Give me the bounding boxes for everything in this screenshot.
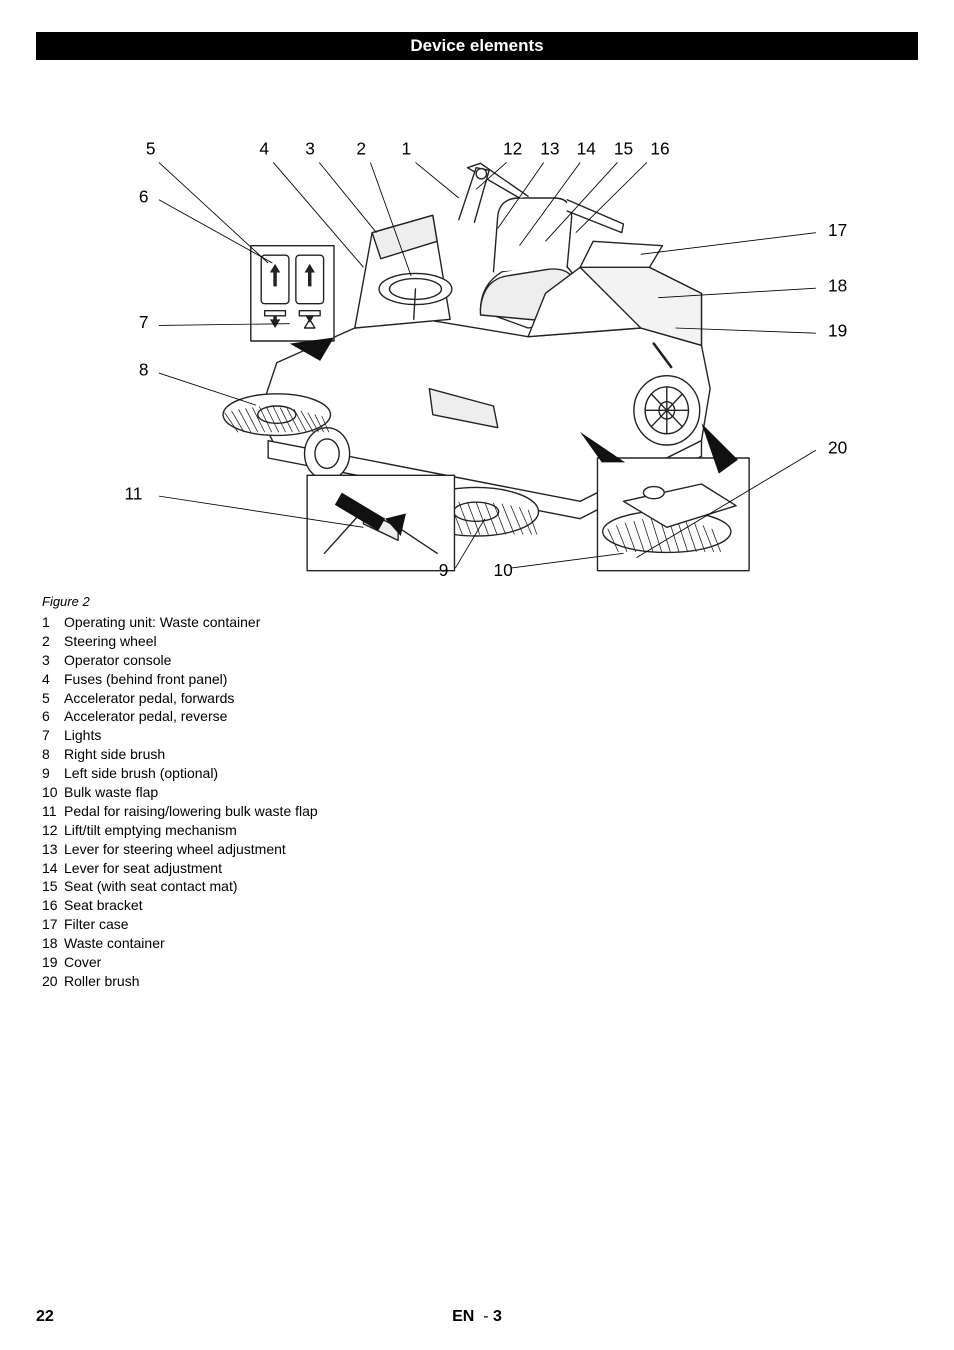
legend-item-number: 18 — [42, 934, 64, 953]
legend-item: 18Waste container — [42, 934, 376, 953]
legend-item-text: Lever for steering wheel adjustment — [64, 840, 376, 859]
figure-caption: Figure 2 — [36, 594, 918, 609]
callout-number: 12 — [503, 139, 522, 159]
footer-lang: EN — [452, 1308, 474, 1325]
legend-item-text: Lever for seat adjustment — [64, 859, 376, 878]
callout-number: 7 — [139, 312, 149, 332]
legend-item-text: Accelerator pedal, forwards — [64, 689, 376, 708]
legend-item: 4Fuses (behind front panel) — [42, 670, 376, 689]
legend-item-number: 14 — [42, 859, 64, 878]
legend-item-number: 8 — [42, 745, 64, 764]
callout-number: 11 — [124, 484, 142, 504]
legend-item: 13Lever for steering wheel adjustment — [42, 840, 376, 859]
legend-item-text: Cover — [64, 953, 376, 972]
legend-item-text: Bulk waste flap — [64, 783, 376, 802]
legend-item-number: 11 — [42, 802, 64, 821]
legend-item: 6Accelerator pedal, reverse — [42, 707, 376, 726]
footer-center: EN - 3 — [452, 1308, 502, 1326]
callout-number: 19 — [828, 321, 847, 341]
legend-item: 11Pedal for raising/lowering bulk waste … — [42, 802, 376, 821]
legend-item-number: 13 — [42, 840, 64, 859]
callout-number: 10 — [493, 560, 512, 580]
legend-item-number: 4 — [42, 670, 64, 689]
callout-number: 6 — [139, 186, 149, 206]
legend-item-text: Roller brush — [64, 972, 376, 991]
legend-item: 14Lever for seat adjustment — [42, 859, 376, 878]
legend-item-number: 12 — [42, 821, 64, 840]
callout-number: 13 — [540, 139, 559, 159]
callout-number: 15 — [614, 139, 633, 159]
legend-item-number: 2 — [42, 632, 64, 651]
legend-item-text: Operator console — [64, 651, 376, 670]
callout-number: 16 — [650, 139, 669, 159]
legend-item-text: Lift/tilt emptying mechanism — [64, 821, 376, 840]
legend-item-text: Steering wheel — [64, 632, 376, 651]
callout-number: 3 — [305, 139, 315, 159]
callout-number: 14 — [577, 139, 597, 159]
legend-item-text: Left side brush (optional) — [64, 764, 376, 783]
legend-item: 3Operator console — [42, 651, 376, 670]
callout-number: 20 — [828, 438, 847, 458]
legend-item-number: 9 — [42, 764, 64, 783]
page-footer: 22 EN - 3 — [36, 1308, 918, 1326]
legend-item-number: 7 — [42, 726, 64, 745]
legend-item: 19Cover — [42, 953, 376, 972]
legend-item-number: 3 — [42, 651, 64, 670]
legend-item-number: 5 — [42, 689, 64, 708]
legend-item-number: 15 — [42, 877, 64, 896]
legend-item: 2Steering wheel — [42, 632, 376, 651]
legend-list: 1Operating unit: Waste container2Steerin… — [36, 613, 376, 991]
legend-item-text: Pedal for raising/lowering bulk waste fl… — [64, 802, 376, 821]
legend-item-number: 10 — [42, 783, 64, 802]
legend-item: 7Lights — [42, 726, 376, 745]
callout-number: 9 — [439, 560, 449, 580]
legend-item-text: Seat (with seat contact mat) — [64, 877, 376, 896]
legend-item-number: 17 — [42, 915, 64, 934]
legend-item: 10Bulk waste flap — [42, 783, 376, 802]
callout-number: 18 — [828, 276, 847, 296]
callout-number: 5 — [146, 139, 156, 159]
legend-item-text: Operating unit: Waste container — [64, 613, 376, 632]
callout-number: 8 — [139, 360, 149, 380]
legend-item-number: 20 — [42, 972, 64, 991]
callout-number: 4 — [259, 139, 269, 159]
callout-number: 1 — [401, 139, 411, 159]
legend-item-text: Fuses (behind front panel) — [64, 670, 376, 689]
legend-item-text: Right side brush — [64, 745, 376, 764]
legend-item-text: Seat bracket — [64, 896, 376, 915]
legend-item: 15Seat (with seat contact mat) — [42, 877, 376, 896]
legend-item-text: Accelerator pedal, reverse — [64, 707, 376, 726]
legend-item: 1Operating unit: Waste container — [42, 613, 376, 632]
callout-number: 17 — [828, 220, 847, 240]
legend-item: 8Right side brush — [42, 745, 376, 764]
legend-item-text: Lights — [64, 726, 376, 745]
callout-number: 2 — [356, 139, 366, 159]
legend-item-number: 6 — [42, 707, 64, 726]
legend-item-number: 16 — [42, 896, 64, 915]
legend-item: 5Accelerator pedal, forwards — [42, 689, 376, 708]
legend-item: 16Seat bracket — [42, 896, 376, 915]
legend-item-text: Filter case — [64, 915, 376, 934]
diagram-container: 1234567891011121314151617181920 — [36, 68, 918, 588]
legend-item: 12Lift/tilt emptying mechanism — [42, 821, 376, 840]
legend-item-number: 1 — [42, 613, 64, 632]
legend-item: 20Roller brush — [42, 972, 376, 991]
legend-item: 9Left side brush (optional) — [42, 764, 376, 783]
legend-item-text: Waste container — [64, 934, 376, 953]
footer-page-left: 22 — [36, 1308, 54, 1326]
legend-item-number: 19 — [42, 953, 64, 972]
legend-item: 17Filter case — [42, 915, 376, 934]
device-diagram: 1234567891011121314151617181920 — [36, 68, 918, 588]
section-header: Device elements — [36, 32, 918, 60]
footer-subpage: 3 — [493, 1308, 502, 1325]
